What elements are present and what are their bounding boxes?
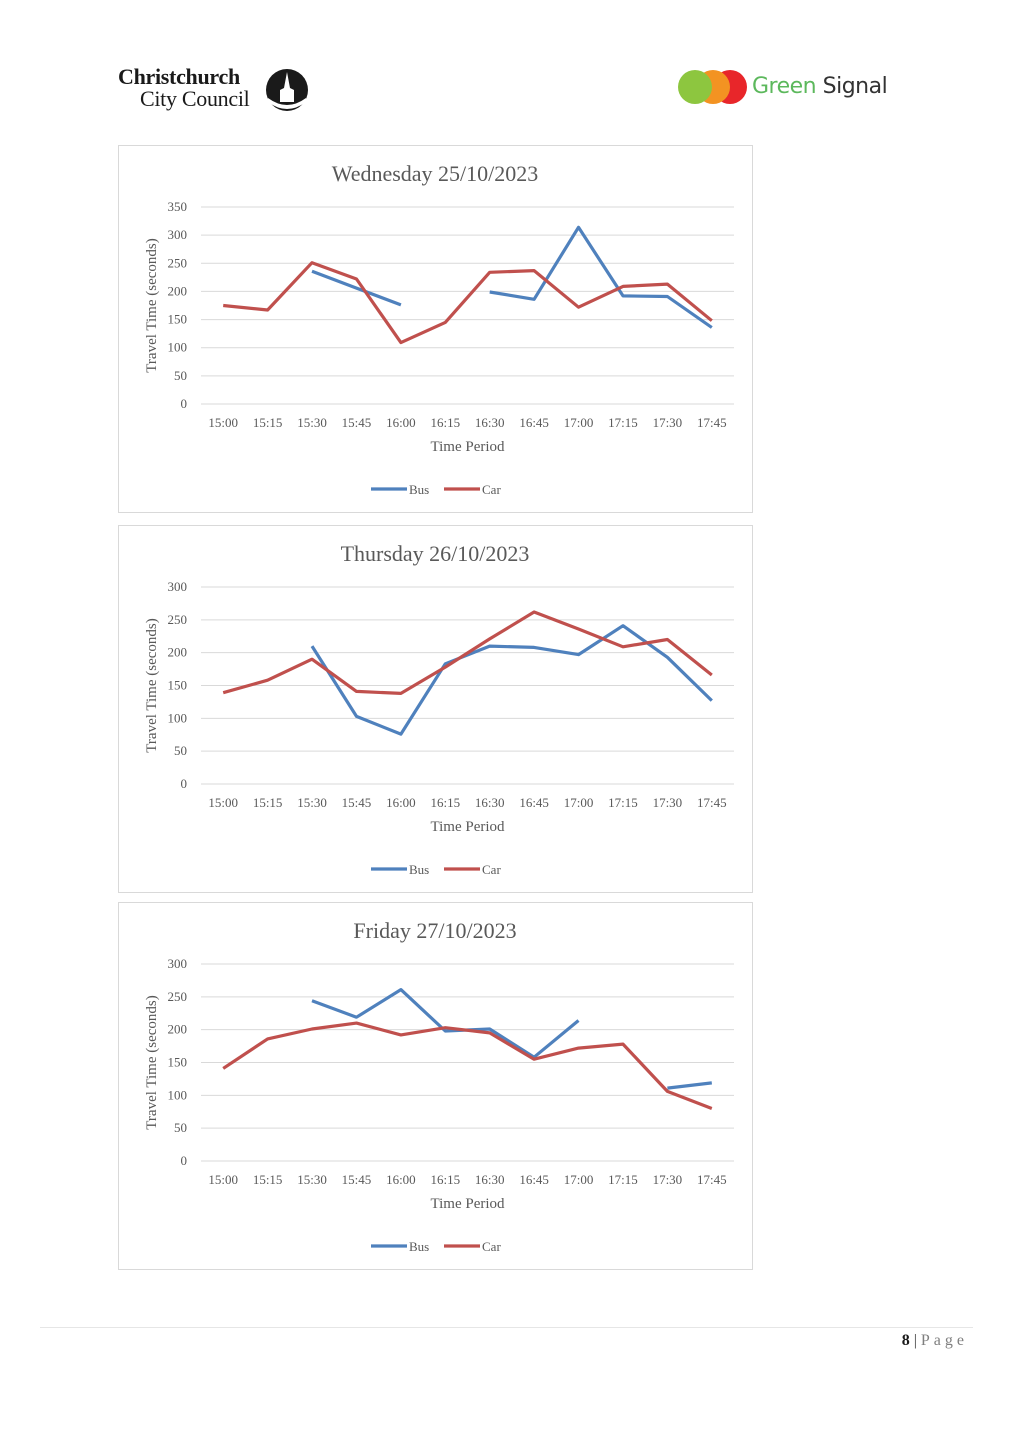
y-tick-label: 200 — [168, 645, 188, 660]
legend-label: Bus — [409, 1239, 429, 1254]
x-tick-label: 16:30 — [475, 415, 505, 430]
page-word: Page — [921, 1332, 968, 1349]
x-tick-label: 17:15 — [608, 415, 638, 430]
page-number-value: 8 — [902, 1332, 910, 1349]
x-tick-label: 16:30 — [475, 795, 505, 810]
x-tick-label: 17:15 — [608, 1172, 638, 1187]
cathedral-emblem-icon — [264, 68, 310, 112]
travel-time-chart-wednesday: Wednesday 25/10/2023 0 50 100 150 200 250 300 35… — [119, 146, 752, 512]
green-signal-logo: Green Signal — [676, 66, 896, 110]
x-tick-label: 15:00 — [208, 795, 238, 810]
y-tick-label: 300 — [168, 227, 188, 242]
y-tick-label: 100 — [168, 1087, 188, 1102]
traffic-light-circles-icon — [676, 68, 750, 106]
y-tick-label: 200 — [168, 1022, 188, 1037]
x-tick-label: 15:00 — [208, 415, 238, 430]
x-tick-label: 17:45 — [697, 1172, 727, 1187]
x-tick-label: 16:30 — [475, 1172, 505, 1187]
travel-time-chart-friday: Friday 27/10/2023 0 50 100 150 200 250 300 15:00… — [119, 903, 752, 1269]
y-tick-label: 250 — [168, 255, 188, 270]
legend-label: Car — [482, 1239, 501, 1254]
y-tick-label: 300 — [168, 579, 188, 594]
y-tick-label: 50 — [174, 743, 187, 758]
y-tick-label: 50 — [174, 368, 187, 383]
x-tick-label: 17:15 — [608, 795, 638, 810]
x-tick-label: 16:45 — [519, 415, 549, 430]
chart-panel-wednesday: Wednesday 25/10/2023 0 50 100 150 200 250 300 35… — [118, 145, 753, 513]
x-tick-label: 17:45 — [697, 795, 727, 810]
legend-label: Bus — [409, 482, 429, 497]
x-tick-label: 15:15 — [253, 415, 283, 430]
y-tick-label: 50 — [174, 1120, 187, 1135]
x-tick-label: 16:15 — [430, 415, 460, 430]
x-tick-label: 15:30 — [297, 795, 327, 810]
travel-time-chart-thursday: Thursday 26/10/2023 0 50 100 150 200 250 300 15:… — [119, 526, 752, 892]
x-tick-label: 15:30 — [297, 415, 327, 430]
y-tick-label: 300 — [168, 956, 188, 971]
series-line-bus — [312, 271, 401, 305]
x-tick-label: 15:00 — [208, 1172, 238, 1187]
y-tick-label: 350 — [168, 199, 188, 214]
y-tick-label: 100 — [168, 710, 188, 725]
legend-label: Car — [482, 482, 501, 497]
x-tick-label: 16:45 — [519, 1172, 549, 1187]
x-tick-label: 15:15 — [253, 1172, 283, 1187]
christchurch-city-council-logo: Christchurch City Council — [118, 66, 318, 116]
series-line-bus — [667, 1083, 711, 1088]
x-tick-label: 15:45 — [342, 795, 372, 810]
council-logo-line2: City Council — [118, 88, 249, 110]
x-axis-title: Time Period — [430, 1196, 505, 1212]
x-axis-title: Time Period — [430, 819, 505, 835]
y-tick-label: 0 — [181, 396, 188, 411]
page-number: 8 | Page — [902, 1332, 968, 1350]
y-tick-label: 250 — [168, 989, 188, 1004]
x-tick-label: 17:30 — [653, 415, 683, 430]
partner-logo-green: Green — [752, 74, 816, 99]
series-line-bus — [490, 227, 712, 327]
footer-divider — [40, 1327, 973, 1328]
chart-title: Thursday 26/10/2023 — [341, 541, 530, 566]
x-tick-label: 16:00 — [386, 1172, 416, 1187]
y-tick-label: 200 — [168, 283, 188, 298]
chart-panel-friday: Friday 27/10/2023 0 50 100 150 200 250 300 15:00… — [118, 902, 753, 1270]
x-tick-label: 15:45 — [342, 415, 372, 430]
x-tick-label: 17:00 — [564, 415, 594, 430]
x-tick-label: 16:15 — [430, 1172, 460, 1187]
partner-logo-signal: Signal — [823, 74, 888, 99]
x-tick-label: 17:30 — [653, 1172, 683, 1187]
legend-label: Car — [482, 862, 501, 877]
y-tick-label: 150 — [168, 678, 188, 693]
x-tick-label: 17:45 — [697, 415, 727, 430]
legend-label: Bus — [409, 862, 429, 877]
y-tick-label: 0 — [181, 776, 188, 791]
y-tick-label: 150 — [168, 312, 188, 327]
x-tick-label: 15:45 — [342, 1172, 372, 1187]
y-tick-label: 100 — [168, 340, 188, 355]
council-logo-line1: Christchurch — [118, 66, 249, 88]
x-tick-label: 16:45 — [519, 795, 549, 810]
x-tick-label: 17:00 — [564, 1172, 594, 1187]
x-tick-label: 16:15 — [430, 795, 460, 810]
x-tick-label: 16:00 — [386, 795, 416, 810]
x-tick-label: 17:30 — [653, 795, 683, 810]
page-number-separator: | — [914, 1332, 917, 1349]
y-axis-title: Travel Time (seconds) — [144, 618, 160, 752]
chart-title: Friday 27/10/2023 — [353, 918, 516, 943]
x-tick-label: 15:30 — [297, 1172, 327, 1187]
x-tick-label: 15:15 — [253, 795, 283, 810]
y-axis-title: Travel Time (seconds) — [144, 995, 160, 1129]
y-tick-label: 250 — [168, 612, 188, 627]
y-tick-label: 150 — [168, 1055, 188, 1070]
series-line-car — [223, 263, 712, 343]
x-tick-label: 17:00 — [564, 795, 594, 810]
x-axis-title: Time Period — [430, 439, 505, 455]
chart-title: Wednesday 25/10/2023 — [332, 161, 539, 186]
y-axis-title: Travel Time (seconds) — [144, 238, 160, 372]
y-tick-label: 0 — [181, 1153, 188, 1168]
chart-panel-thursday: Thursday 26/10/2023 0 50 100 150 200 250 300 15:… — [118, 525, 753, 893]
x-tick-label: 16:00 — [386, 415, 416, 430]
